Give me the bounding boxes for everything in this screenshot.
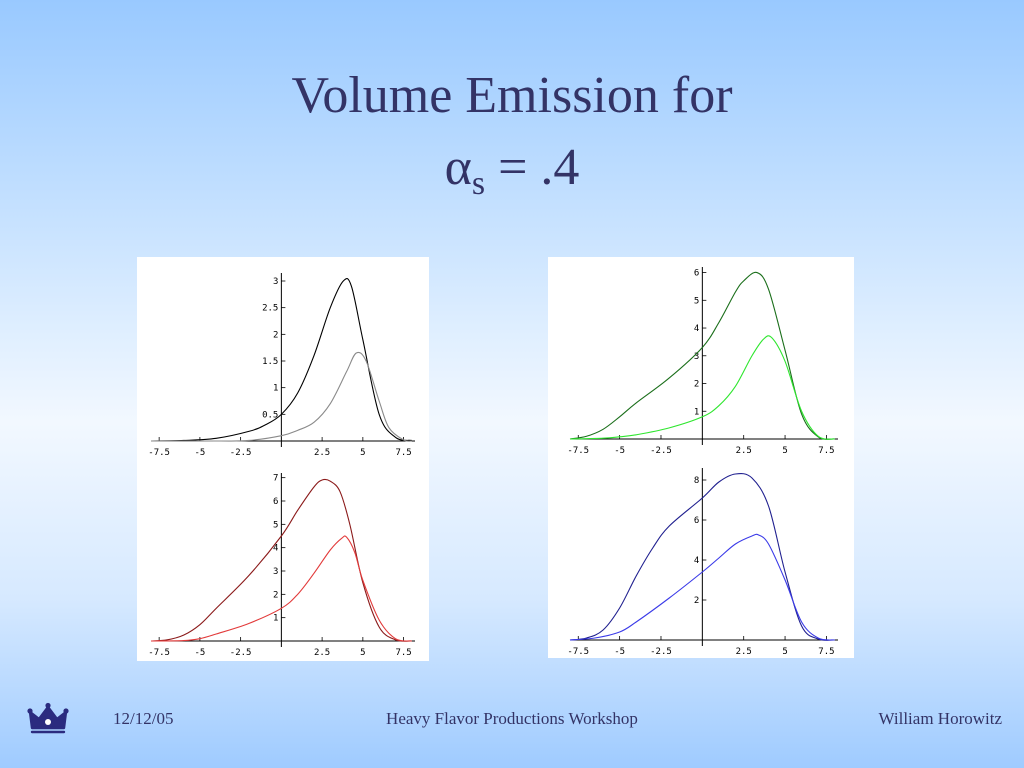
y-tick-label: 5	[694, 296, 699, 306]
y-tick-label: 3	[694, 352, 699, 362]
plot-top-right: -7.5 -5 -2.5 2.5 5 7.5 1 2 3 4 5 6	[548, 257, 854, 458]
y-tick-label: 7	[273, 474, 278, 484]
y-tick-label: 1	[273, 614, 278, 624]
x-tick-label: 7.5	[395, 448, 411, 458]
x-tick-label: -5	[614, 446, 625, 456]
x-tick-label: 5	[360, 648, 365, 658]
plot-bottom-left-svg: -7.5 -5 -2.5 2.5 5 7.5 1 2 3 4 5 6 7	[148, 473, 415, 658]
y-tick-label: 6	[273, 497, 278, 507]
x-tick-label: 7.5	[395, 648, 411, 658]
x-tick-label: -2.5	[650, 647, 672, 657]
x-tick-label: -7.5	[148, 448, 170, 458]
y-tick-label: 8	[694, 476, 699, 486]
y-tick-label: 2	[694, 380, 699, 390]
x-tick-label: 7.5	[818, 446, 834, 456]
x-tick-label: -7.5	[567, 647, 589, 657]
y-tick-label: 3	[273, 277, 278, 287]
y-tick-label: 6	[694, 516, 699, 526]
y-tick-label: 0.5	[262, 410, 278, 420]
title-line-1: Volume Emission for	[291, 67, 733, 124]
plot-bottom-right: -7.5 -5 -2.5 2.5 5 7.5 2 4 6 8	[548, 458, 854, 658]
series-line-1	[150, 278, 412, 442]
plot-top-left: -7.5 -5 -2.5 2.5 5 7.5 0.5 1 1.5 2 2.5 3	[137, 257, 429, 463]
plot-bottom-right-svg: -7.5 -5 -2.5 2.5 5 7.5 2 4 6 8	[567, 468, 838, 657]
x-tick-label: -2.5	[650, 446, 672, 456]
x-tick-label: -5	[194, 448, 205, 458]
title-equals-value: = .4	[485, 139, 580, 196]
y-tick-label: 1	[273, 384, 278, 394]
x-tick-label: -2.5	[230, 648, 252, 658]
y-tick-label: 5	[273, 520, 278, 530]
y-tick-label: 2	[273, 590, 278, 600]
series-line-2	[569, 533, 835, 641]
y-tick-label: 3	[273, 567, 278, 577]
x-tick-label: -5	[194, 648, 205, 658]
y-tick-label: 1.5	[262, 357, 278, 367]
y-tick-label: 6	[694, 269, 699, 279]
title-alpha-subscript: s	[471, 165, 486, 202]
y-tick-label: 2	[273, 330, 278, 340]
footer-date: 12/12/05	[113, 709, 174, 728]
x-tick-label: 5	[782, 647, 787, 657]
slide-title: Volume Emission for αs = .4	[0, 60, 1024, 220]
x-tick-label: -7.5	[148, 648, 170, 658]
series-line-2	[569, 335, 835, 440]
footer-author: William Horowitz	[878, 709, 1002, 728]
title-alpha: α	[444, 139, 472, 196]
x-tick-label: 5	[360, 448, 365, 458]
series-line-1	[150, 478, 412, 642]
x-tick-label: 2.5	[736, 647, 752, 657]
y-tick-label: 2	[694, 596, 699, 606]
y-tick-label: 1	[694, 407, 699, 417]
footer-workshop: Heavy Flavor Productions Workshop	[386, 709, 638, 728]
crown-icon	[27, 702, 69, 734]
x-tick-label: 5	[782, 446, 787, 456]
x-tick-label: -7.5	[567, 446, 589, 456]
plot-top-left-svg: -7.5 -5 -2.5 2.5 5 7.5 0.5 1 1.5 2 2.5 3	[148, 273, 415, 458]
x-tick-label: 7.5	[818, 647, 834, 657]
y-tick-label: 4	[694, 556, 699, 566]
x-tick-label: -2.5	[230, 448, 252, 458]
x-tick-label: 2.5	[314, 648, 330, 658]
y-tick-label: 2.5	[262, 304, 278, 314]
x-tick-label: 2.5	[736, 446, 752, 456]
plot-top-right-svg: -7.5 -5 -2.5 2.5 5 7.5 1 2 3 4 5 6	[567, 267, 838, 456]
y-tick-label: 4	[273, 544, 278, 554]
title-line-2: αs = .4	[0, 132, 1024, 220]
x-tick-label: -5	[614, 647, 625, 657]
plot-bottom-left: -7.5 -5 -2.5 2.5 5 7.5 1 2 3 4 5 6 7	[137, 463, 429, 661]
series-line-2	[150, 535, 412, 642]
series-line-2	[150, 351, 412, 442]
y-tick-label: 4	[694, 324, 699, 334]
x-tick-label: 2.5	[314, 448, 330, 458]
